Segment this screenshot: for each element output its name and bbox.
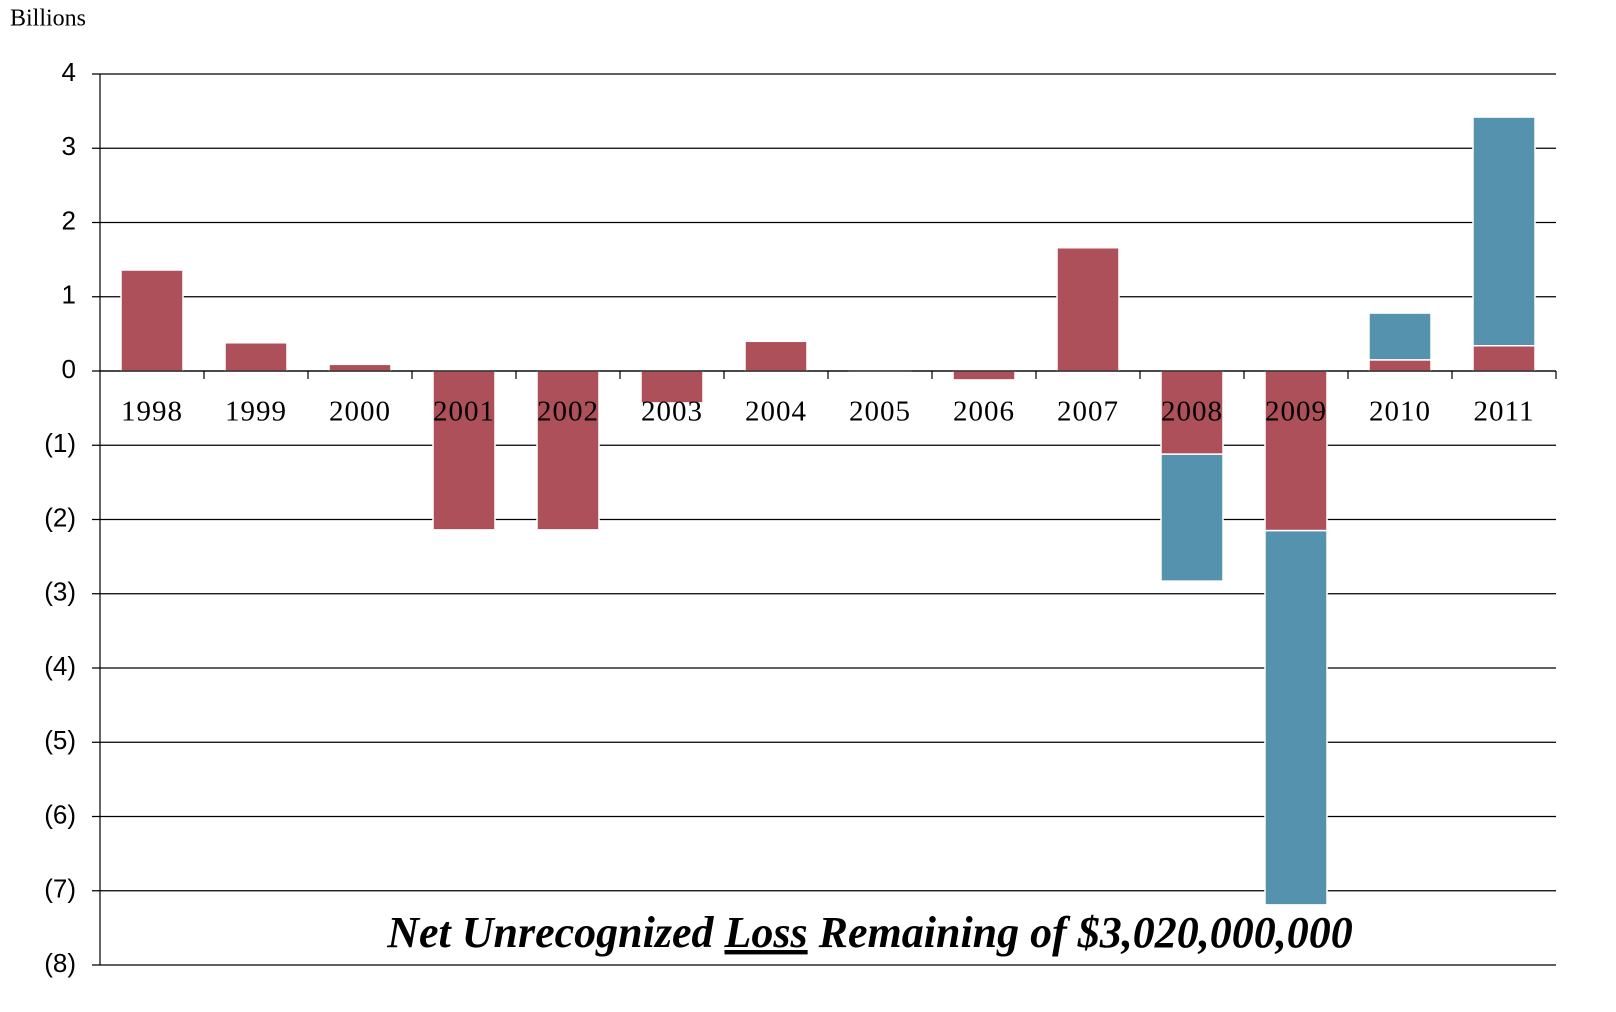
x-tick-label: 2011 [1474, 396, 1535, 428]
bar [640, 370, 704, 404]
y-axis-label: Billions [10, 6, 86, 32]
y-tick-label: (4) [44, 651, 76, 681]
bar [1160, 453, 1224, 582]
annotation-part: Loss [724, 908, 808, 957]
y-tick-label: 4 [62, 57, 76, 87]
x-tick-label: 2002 [537, 396, 599, 428]
y-tick-label: 3 [62, 131, 76, 161]
bar [432, 370, 496, 531]
x-tick-label: 2008 [1161, 396, 1223, 428]
bar [224, 342, 288, 372]
y-tick-label: (3) [44, 577, 76, 607]
bar [952, 370, 1016, 381]
y-tick-label: (8) [44, 948, 76, 978]
bar [1472, 345, 1536, 372]
y-tick-label: 2 [62, 205, 76, 235]
y-tick-label: 0 [62, 354, 76, 384]
x-tick-label: 2006 [953, 396, 1015, 428]
bar [744, 340, 808, 372]
bar [1472, 116, 1536, 347]
x-tick-label: 1998 [121, 396, 183, 428]
x-tick-label: 2005 [849, 396, 911, 428]
annotation: Net Unrecognized Loss Remaining of $3,02… [386, 908, 1353, 957]
x-tick-label: 2009 [1265, 396, 1327, 428]
annotation-part: Remaining of $3,020,000,000 [818, 908, 1353, 957]
x-tick-label: 2003 [641, 396, 703, 428]
y-tick-label: (7) [44, 874, 76, 904]
x-tick-label: 2000 [329, 396, 391, 428]
bar [1368, 359, 1432, 372]
bar [1056, 246, 1120, 372]
x-tick-label: 1999 [225, 396, 287, 428]
bar [1264, 370, 1328, 532]
bar [1160, 370, 1224, 455]
y-tick-label: (1) [44, 428, 76, 458]
y-tick-label: (2) [44, 502, 76, 532]
bar [120, 269, 184, 372]
bar [536, 370, 600, 531]
y-tick-label: 1 [62, 280, 76, 310]
annotation-part: Net Unrecognized [386, 908, 714, 957]
x-tick-label: 2004 [745, 396, 807, 428]
bar [1264, 529, 1328, 906]
x-tick-label: 2007 [1057, 396, 1119, 428]
x-tick-label: 2010 [1369, 396, 1431, 428]
bar [1368, 312, 1432, 361]
bar [328, 363, 392, 372]
y-tick-label: (6) [44, 799, 76, 829]
y-tick-label: (5) [44, 725, 76, 755]
x-tick-label: 2001 [433, 396, 495, 428]
plot: 4 3 2 1 0 (1) (2) (3) (4) (5) (6) (7) (8) 1998 1999 200… [44, 57, 1557, 978]
